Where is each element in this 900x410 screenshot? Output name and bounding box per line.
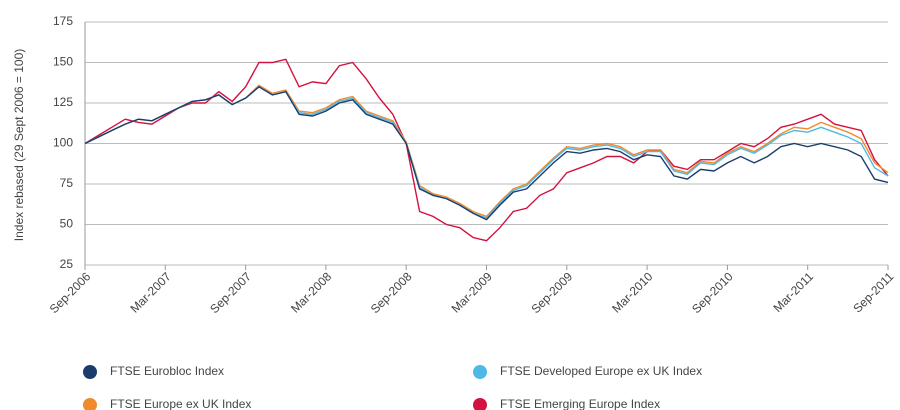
line <box>84 84 889 218</box>
x-tick-label: Sep-2009 <box>528 269 575 316</box>
y-tick-label: 175 <box>53 14 73 28</box>
y-tick-label: 50 <box>60 217 74 231</box>
x-tick-label: Mar-2009 <box>449 269 495 315</box>
legend-marker <box>473 398 487 410</box>
line <box>84 58 889 242</box>
legend-label: FTSE Emerging Europe Index <box>500 397 660 410</box>
legend-label: FTSE Eurobloc Index <box>110 364 224 378</box>
y-tick-label: 75 <box>60 176 74 190</box>
x-tick-label: Mar-2011 <box>770 269 816 315</box>
y-tick-label: 125 <box>53 95 73 109</box>
legend-label: FTSE Developed Europe ex UK Index <box>500 364 702 378</box>
legend-marker <box>473 365 487 379</box>
y-tick-label: 150 <box>53 55 73 69</box>
x-tick-label: Mar-2008 <box>288 269 334 315</box>
y-tick-label: 25 <box>60 257 74 271</box>
legend-marker <box>83 398 97 410</box>
line <box>84 85 889 219</box>
x-tick-label: Sep-2007 <box>207 269 254 316</box>
x-tick-label: Mar-2010 <box>609 269 655 315</box>
x-tick-label: Sep-2008 <box>368 269 415 316</box>
legend-label: FTSE Europe ex UK Index <box>110 397 251 410</box>
y-tick-label: 100 <box>53 136 73 150</box>
legend-marker <box>83 365 97 379</box>
x-tick-label: Mar-2007 <box>127 269 173 315</box>
y-axis-label: Index rebased (29 Sept 2006 = 100) <box>12 49 26 241</box>
x-tick-label: Sep-2010 <box>689 269 736 316</box>
line <box>84 85 889 221</box>
x-tick-label: Sep-2011 <box>850 269 896 315</box>
x-tick-label: Sep-2006 <box>47 269 94 316</box>
